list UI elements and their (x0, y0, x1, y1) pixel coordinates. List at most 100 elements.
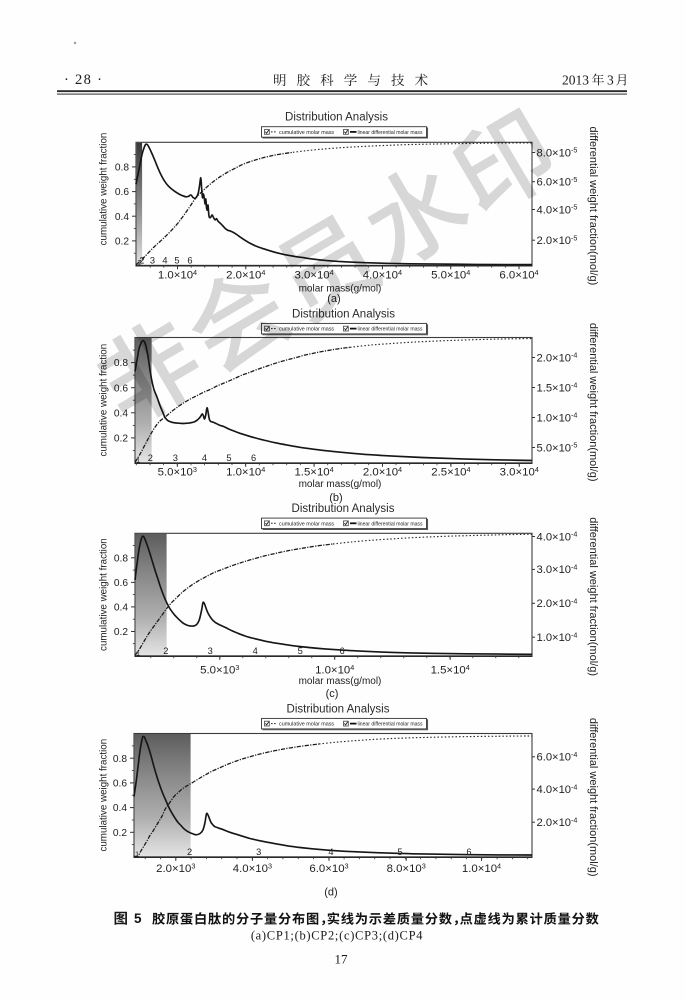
svg-text:4.0×10-5: 4.0×10-5 (537, 203, 578, 217)
svg-text:0.2: 0.2 (115, 237, 129, 248)
svg-text:0.2: 0.2 (114, 434, 128, 445)
svg-text:5: 5 (397, 847, 402, 857)
svg-text:cumulative molar mass: cumulative molar mass (279, 327, 334, 333)
svg-text:3: 3 (173, 453, 178, 463)
svg-text:Distribution Analysis: Distribution Analysis (287, 703, 390, 715)
svg-text:cumulative weight fraction: cumulative weight fraction (99, 538, 110, 651)
svg-text:differential weight fraction(m: differential weight fraction(mol/g) (587, 323, 599, 482)
svg-text:1: 1 (135, 850, 139, 859)
svg-text:cumulative molar mass: cumulative molar mass (279, 722, 334, 728)
svg-text:0.6: 0.6 (113, 779, 127, 790)
svg-text:Distribution Analysis: Distribution Analysis (292, 308, 395, 320)
svg-text:3: 3 (150, 256, 155, 266)
svg-text:0.2: 0.2 (113, 828, 127, 839)
svg-text:6.0×10-4: 6.0×10-4 (537, 750, 578, 764)
svg-text:17: 17 (335, 952, 349, 967)
svg-text:5.0×103: 5.0×103 (158, 465, 197, 479)
svg-text:differential weight fraction(m: differential weight fraction(mol/g) (587, 127, 599, 286)
svg-text:0.4: 0.4 (114, 603, 128, 614)
svg-text:molar mass(g/mol): molar mass(g/mol) (299, 479, 382, 490)
svg-text:0.2: 0.2 (114, 627, 128, 638)
svg-text:0.6: 0.6 (114, 578, 128, 589)
svg-text:Distribution Analysis: Distribution Analysis (292, 503, 395, 515)
svg-text:5.0×10-5: 5.0×10-5 (537, 441, 578, 455)
svg-text:2.0×10-4: 2.0×10-4 (537, 351, 578, 365)
svg-text:1.5×104: 1.5×104 (431, 663, 470, 677)
svg-text:1: 1 (137, 258, 141, 267)
svg-text:5: 5 (174, 256, 179, 266)
svg-text:2.0×10-4: 2.0×10-4 (537, 815, 578, 829)
svg-text:4.0×10-4: 4.0×10-4 (537, 782, 578, 796)
svg-text:8.0×103: 8.0×103 (387, 861, 426, 875)
svg-text:0.6: 0.6 (115, 187, 129, 198)
svg-text:0.6: 0.6 (114, 383, 128, 394)
svg-text:0.8: 0.8 (114, 358, 128, 369)
svg-text:1.0×104: 1.0×104 (315, 663, 354, 677)
svg-text:linear differential molar mass: linear differential molar mass (358, 521, 423, 527)
svg-text:3: 3 (208, 646, 213, 656)
svg-text:1.0×104: 1.0×104 (462, 861, 501, 875)
svg-text:3.0×10-4: 3.0×10-4 (537, 563, 578, 577)
svg-text:4.0×104: 4.0×104 (363, 268, 402, 282)
svg-text:2.0×104: 2.0×104 (226, 268, 265, 282)
svg-text:1: 1 (136, 456, 140, 465)
svg-text:0.8: 0.8 (113, 754, 127, 765)
svg-text:· 28 ·: · 28 · (64, 72, 103, 88)
svg-text:4.0×103: 4.0×103 (233, 861, 272, 875)
svg-text:2.0×103: 2.0×103 (156, 861, 195, 875)
svg-text:(d): (d) (324, 887, 337, 899)
svg-text:0.4: 0.4 (115, 212, 129, 223)
svg-text:1.0×104: 1.0×104 (226, 465, 265, 479)
svg-text:1: 1 (136, 649, 140, 658)
svg-text:0.4: 0.4 (114, 408, 128, 419)
svg-text:4.0×10-4: 4.0×10-4 (537, 530, 578, 544)
svg-text:5.0×103: 5.0×103 (200, 663, 239, 677)
svg-text:5.0×104: 5.0×104 (431, 268, 470, 282)
svg-text:1.5×104: 1.5×104 (294, 465, 333, 479)
svg-text:6: 6 (340, 646, 345, 656)
svg-text:(c): (c) (326, 688, 339, 700)
svg-text:6: 6 (466, 847, 471, 857)
svg-text:molar mass(g/mol): molar mass(g/mol) (299, 676, 382, 687)
svg-text:cumulative weight fraction: cumulative weight fraction (99, 739, 110, 852)
svg-text:6: 6 (251, 453, 256, 463)
svg-text:differential weight fraction(m: differential weight fraction(mol/g) (587, 517, 599, 676)
svg-text:differential weight fraction(m: differential weight fraction(mol/g) (587, 718, 599, 877)
svg-text:2.0×104: 2.0×104 (363, 465, 402, 479)
svg-text:0.8: 0.8 (114, 553, 128, 564)
svg-text:5: 5 (134, 911, 142, 926)
svg-text:6: 6 (187, 256, 192, 266)
svg-text:4: 4 (202, 453, 207, 463)
svg-text:4: 4 (253, 646, 258, 656)
svg-text:6.0×103: 6.0×103 (309, 861, 348, 875)
svg-text:Distribution Analysis: Distribution Analysis (285, 112, 388, 124)
svg-text:0.8: 0.8 (115, 163, 129, 174)
svg-text:6.0×104: 6.0×104 (499, 268, 538, 282)
svg-text:1.0×104: 1.0×104 (158, 268, 197, 282)
svg-text:5: 5 (226, 453, 231, 463)
svg-text:5: 5 (298, 646, 303, 656)
svg-text:linear differential molar mass: linear differential molar mass (358, 327, 423, 333)
svg-text:2: 2 (148, 453, 153, 463)
svg-text:linear differential molar mass: linear differential molar mass (358, 130, 423, 136)
svg-text:2.5×104: 2.5×104 (431, 465, 470, 479)
svg-text:cumulative weight fraction: cumulative weight fraction (99, 344, 110, 457)
svg-text:cumulative molar mass: cumulative molar mass (279, 130, 334, 136)
svg-text:2: 2 (187, 847, 192, 857)
svg-text:2.0×10-4: 2.0×10-4 (537, 597, 578, 611)
svg-text:1.0×10-4: 1.0×10-4 (537, 411, 578, 425)
svg-text:(b): (b) (329, 492, 342, 504)
svg-text:linear differential molar mass: linear differential molar mass (358, 722, 423, 728)
svg-text:3: 3 (256, 847, 261, 857)
svg-text:4: 4 (162, 256, 167, 266)
svg-text:2013: 2013 (562, 73, 589, 88)
svg-text:cumulative weight fraction: cumulative weight fraction (99, 133, 110, 246)
svg-text:2: 2 (163, 646, 168, 656)
svg-text:4: 4 (328, 847, 333, 857)
svg-text:cumulative molar mass: cumulative molar mass (279, 521, 334, 527)
svg-text:0.4: 0.4 (113, 803, 127, 814)
svg-text:2.0×10-5: 2.0×10-5 (537, 233, 578, 247)
svg-text:1.5×10-4: 1.5×10-4 (537, 381, 578, 395)
svg-text:1.0×10-4: 1.0×10-4 (537, 630, 578, 644)
svg-text:3.0×104: 3.0×104 (500, 465, 539, 479)
